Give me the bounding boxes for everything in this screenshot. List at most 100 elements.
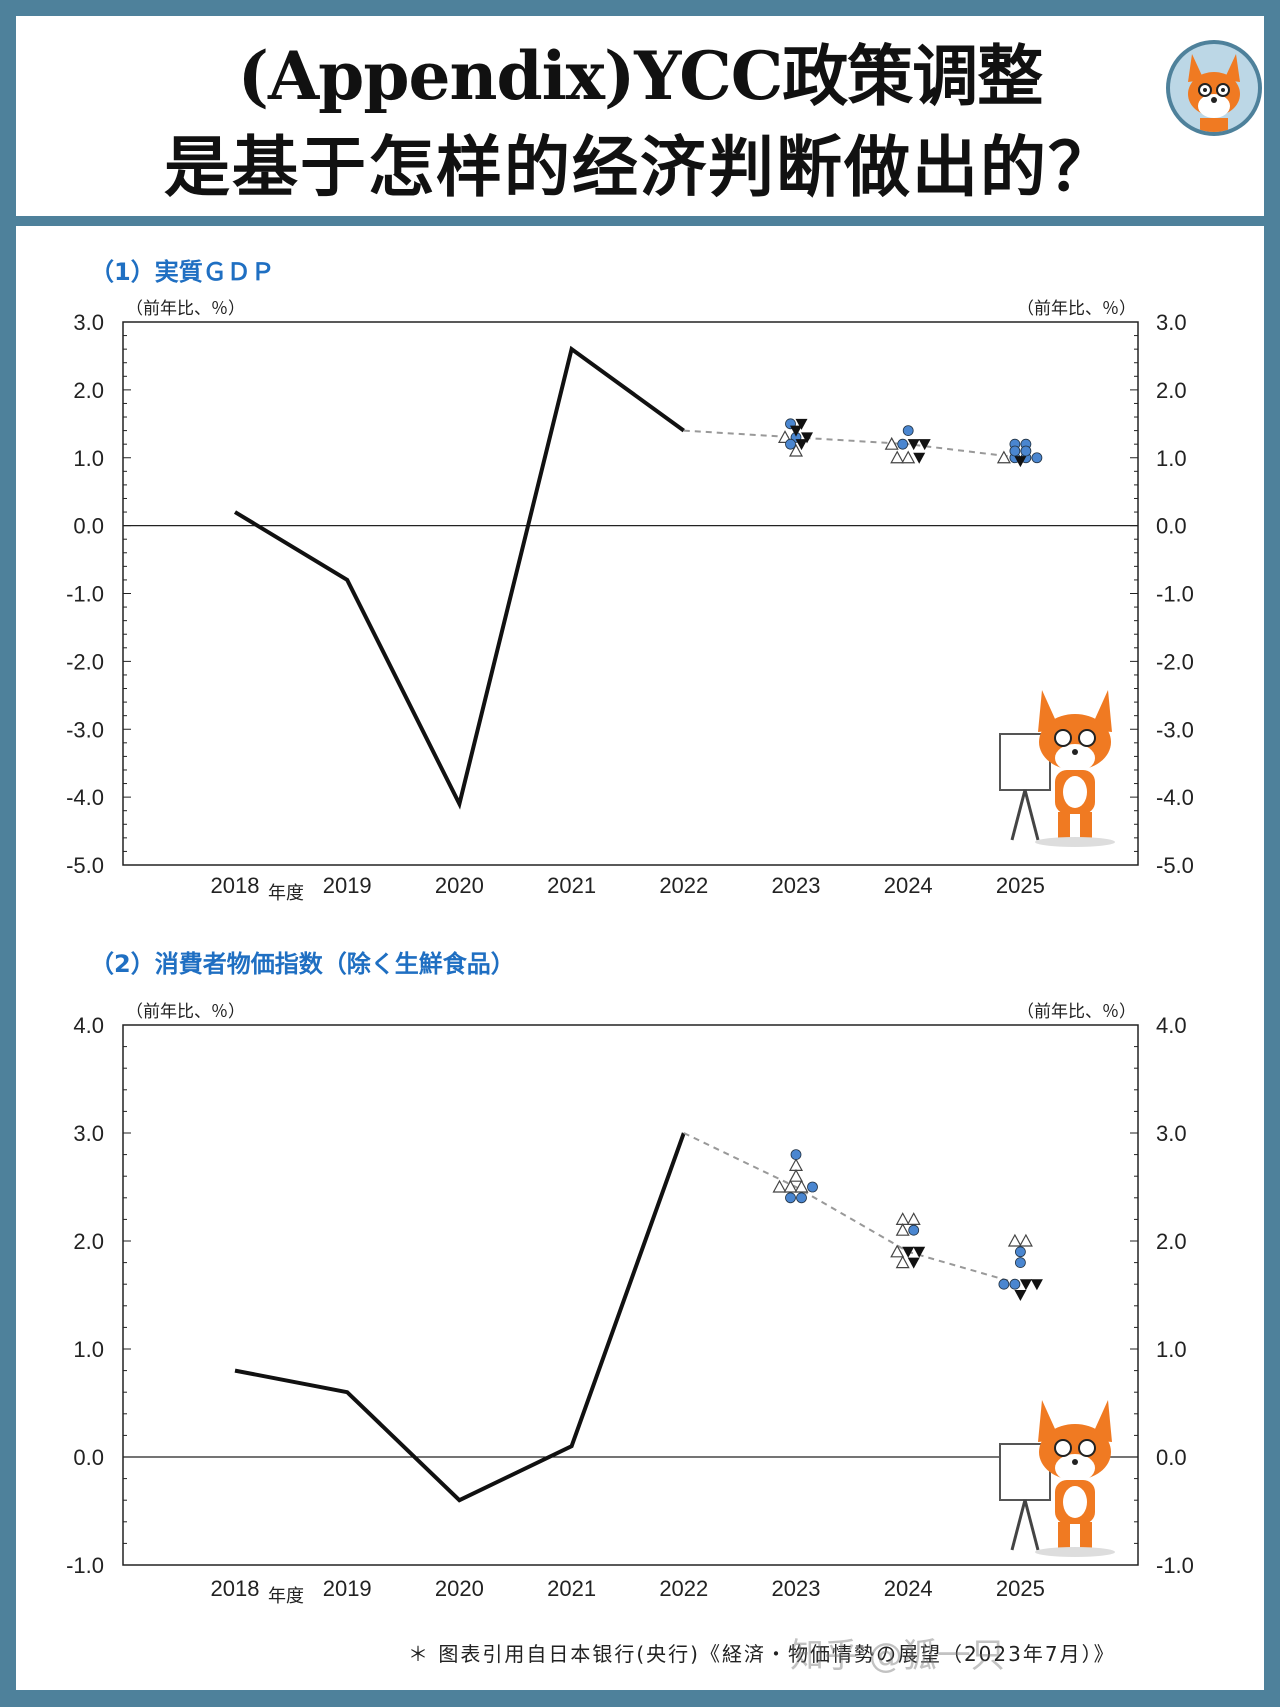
chart2-forecast-circle (908, 1224, 920, 1236)
chart1-plot-frame (122, 321, 1139, 866)
chart2-forecast-triangle-down (913, 1246, 926, 1258)
chart2-ytick-left: 0.0 (73, 1445, 104, 1470)
chart1-forecast-triangle-down (790, 425, 802, 437)
chart2-xtick: 2024 (884, 1576, 933, 1601)
chart2-forecast-triangle-up (788, 1168, 804, 1182)
chart1-ytick-right: -1.0 (1156, 582, 1194, 607)
chart2-ytick-left: -1.0 (66, 1553, 104, 1578)
chart2-forecast-triangle-up (1018, 1233, 1033, 1247)
chart1-xtick: 2023 (772, 873, 821, 898)
source-note: ＊ 图表引用自日本银行(央行)《経済・物価情勢の展望（2023年7月）》 (408, 1642, 1116, 1666)
chart2-ytick-left: 4.0 (73, 1013, 104, 1038)
chart1-ytick-right: -4.0 (1156, 785, 1194, 810)
chart2-xtick: 2018 (211, 1576, 260, 1601)
chart1-forecast-triangle-down (801, 432, 813, 444)
chart1-ytick-left: 2.0 (73, 378, 104, 403)
chart1-forecast-circle (1009, 445, 1021, 457)
chart2-forecast-circle (998, 1278, 1010, 1290)
chart2-forecast-triangle-down (902, 1246, 915, 1258)
chart2-forecast-triangle-up (794, 1179, 809, 1193)
chart1-ytick-right: -3.0 (1156, 717, 1194, 742)
fox-mascot-icon (1166, 40, 1262, 136)
chart2-forecast-circle (790, 1149, 802, 1160)
chart1-ytick-right: 3.0 (1156, 310, 1187, 335)
chart2-ytick-right: 2.0 (1156, 1229, 1187, 1254)
page-title-line1: (Appendix)YCC政策调整 (237, 37, 1044, 115)
chart2-xtick: 2021 (547, 1576, 596, 1601)
chart2-xtick: 2023 (772, 1576, 821, 1601)
chart2-ytick-left: 3.0 (73, 1121, 104, 1146)
chart1-forecast-circle (785, 438, 796, 450)
chart1-xtick: 2020 (435, 873, 484, 898)
chart1-unit-right: （前年比、％） (1017, 299, 1136, 318)
chart2-forecast-triangle-up (772, 1179, 787, 1193)
chart1-forecast-triangle-down (795, 418, 808, 430)
chart1-forecast-circle (897, 438, 909, 450)
chart2-forecast-triangle-up (1007, 1233, 1022, 1247)
chart2-forecast-circle (785, 1192, 796, 1204)
chart1-forecast-triangle-down (907, 439, 920, 451)
chart1-ytick-right: 2.0 (1156, 378, 1187, 403)
chart1-forecast-circle (902, 425, 914, 437)
chart1-ytick-right: -5.0 (1156, 853, 1194, 878)
chart1-forecast-triangle-up (901, 450, 916, 464)
chart2-forecast-circle (796, 1192, 807, 1204)
chart1-ytick-left: -2.0 (66, 649, 104, 674)
chart1-ytick-right: 1.0 (1156, 446, 1187, 471)
chart1-xtick: 2022 (659, 873, 708, 898)
chart2-forecast-triangle-up (906, 1212, 921, 1226)
chart1-title: （1）実質ＧＤＰ (90, 258, 275, 286)
chart1-actual-line (233, 345, 685, 810)
chart2-x-unit: 年度 (268, 1586, 304, 1606)
chart2-forecast-triangle-up (783, 1179, 798, 1193)
chart2-forecast-triangle-up (895, 1222, 910, 1236)
chart1-xtick: 2021 (547, 873, 596, 898)
chart2-ytick-right: 1.0 (1156, 1337, 1187, 1362)
chart2-ytick-right: 0.0 (1156, 1445, 1187, 1470)
chart1-x-unit: 年度 (268, 883, 304, 903)
chart1-unit-left: （前年比、％） (126, 299, 245, 318)
chart2-xtick: 2022 (659, 1576, 708, 1601)
chart1-forecast-triangle-up (884, 436, 899, 450)
chart1-forecast-triangle-up (996, 450, 1011, 464)
chart1-ytick-left: -3.0 (66, 717, 104, 742)
chart2-ytick-right: 4.0 (1156, 1013, 1187, 1038)
chart1-xtick: 2024 (884, 873, 933, 898)
watermark: 知乎 @狐一只 (790, 1636, 1005, 1676)
chart2-unit-right: （前年比、％） (1017, 1002, 1136, 1021)
chart2-forecast-triangle-up (895, 1212, 910, 1226)
chart1-ytick-left: 1.0 (73, 446, 104, 471)
chart1-forecast-triangle-down (913, 452, 926, 464)
chart1-forecast-triangle-up (890, 450, 905, 464)
chart1-median-forecast-line (683, 429, 1021, 459)
chart2-title: （2）消費者物価指数（除く生鮮食品） (90, 950, 515, 978)
chart1-ytick-left: 0.0 (73, 514, 104, 539)
chart2-forecast-triangle-down (907, 1257, 920, 1269)
chart2-forecast-circle (1015, 1246, 1026, 1258)
chart2-forecast-triangle-up (895, 1255, 910, 1269)
chart1-xtick: 2025 (996, 873, 1045, 898)
chart1-ytick-right: 0.0 (1156, 514, 1187, 539)
chart2-forecast-circle (1015, 1257, 1026, 1268)
fox-teacher-icon (999, 690, 1115, 847)
chart1-ytick-left: -1.0 (66, 582, 104, 607)
chart2-ytick-right: -1.0 (1156, 1553, 1194, 1578)
chart2-actual-line (234, 1132, 686, 1503)
chart2-plot-frame (122, 1024, 1139, 1566)
chart1-forecast-triangle-down (918, 439, 931, 451)
chart2-xtick: 2025 (996, 1576, 1045, 1601)
chart2-ytick-left: 1.0 (73, 1337, 104, 1362)
chart2-forecast-triangle-up (788, 1158, 804, 1172)
chart1-forecast-circle (1020, 445, 1032, 457)
chart1-forecast-triangle-down (1014, 456, 1027, 468)
chart1-forecast-circle (1031, 452, 1043, 464)
fox-teacher-icon (999, 1400, 1115, 1557)
chart1-xtick: 2019 (323, 873, 372, 898)
chart2-ytick-right: 3.0 (1156, 1121, 1187, 1146)
chart2-forecast-circle (1009, 1278, 1021, 1290)
chart1-ytick-right: -2.0 (1156, 649, 1194, 674)
chart1-xtick: 2018 (211, 873, 260, 898)
chart2-xtick: 2020 (435, 1576, 484, 1601)
chart2-forecast-triangle-down (1030, 1279, 1043, 1291)
